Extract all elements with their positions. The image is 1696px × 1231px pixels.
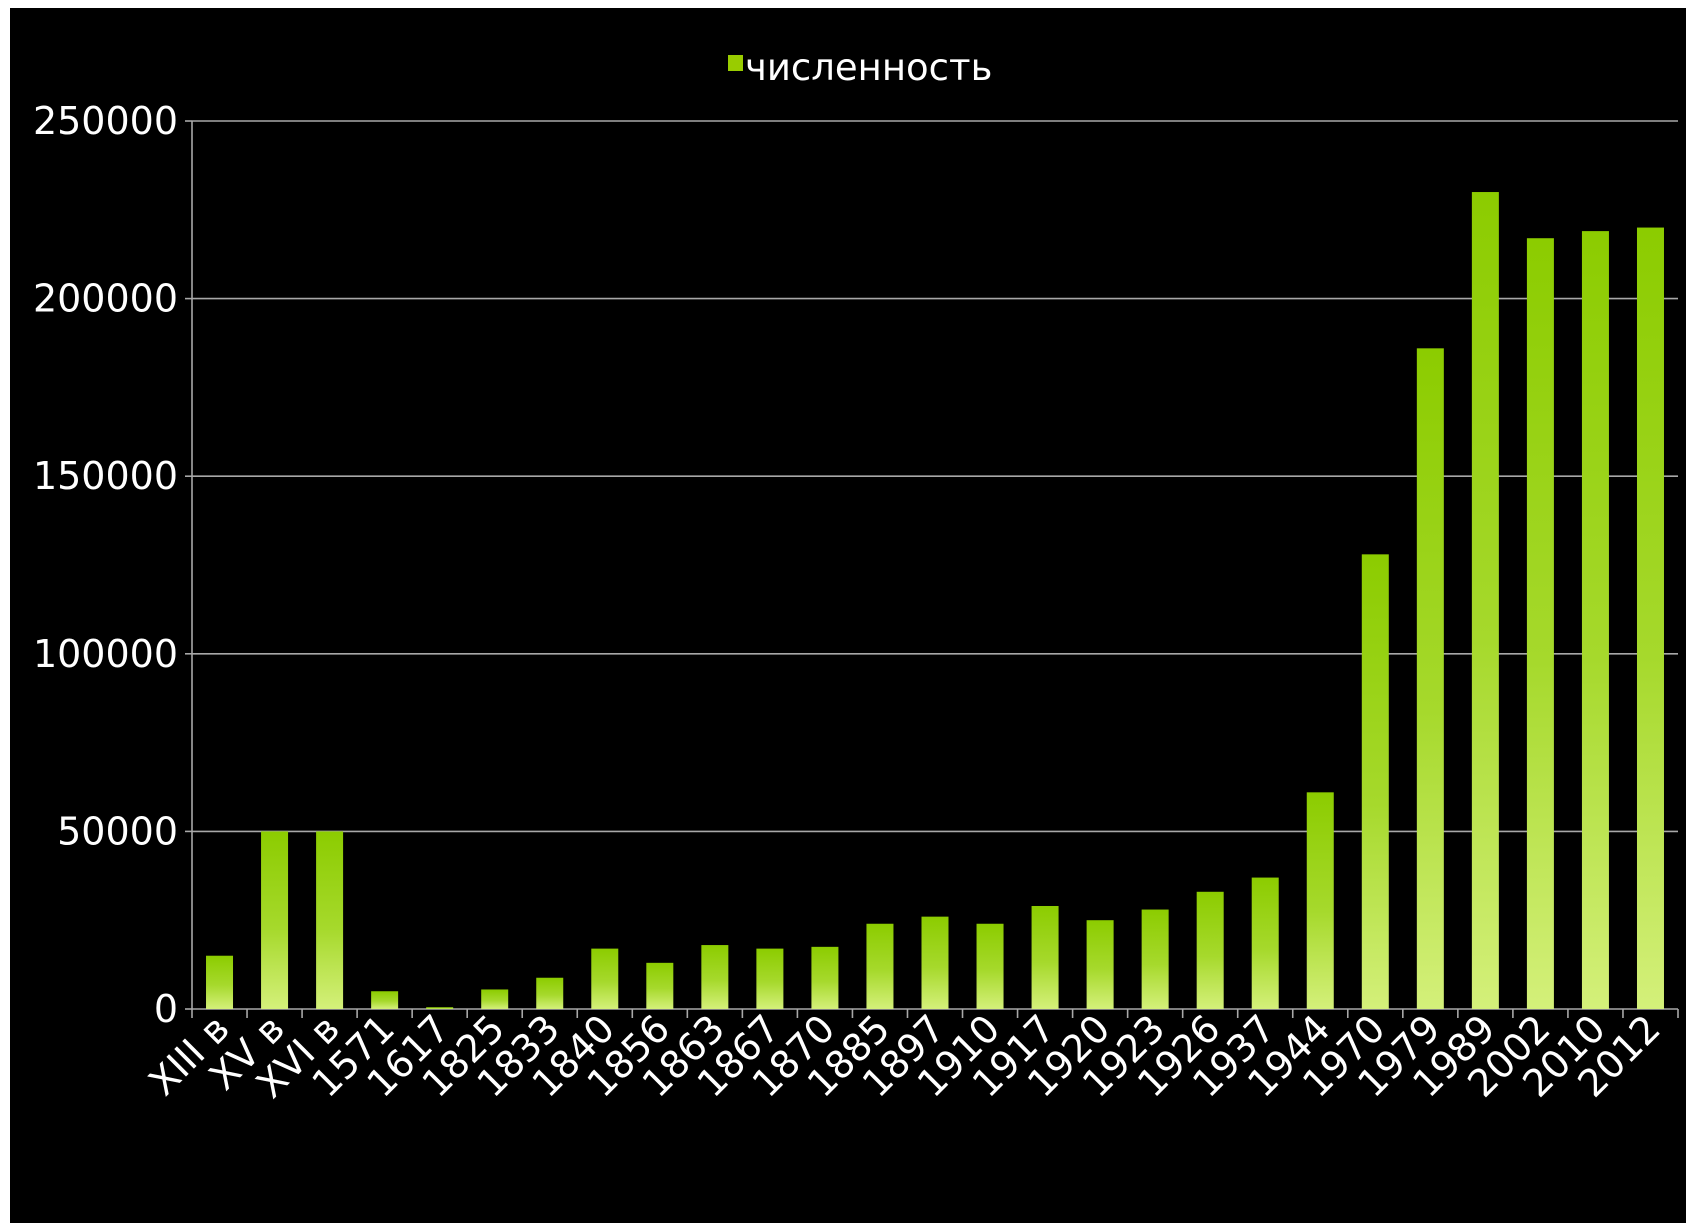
bar [1086,920,1114,1009]
bar [481,989,509,1009]
y-tick-label: 100000 [33,632,178,676]
bar [316,831,344,1009]
y-tick-label: 50000 [57,809,178,853]
y-axis-tick-labels: 0 50000 100000 150000 200000 250000 [33,99,192,1031]
axes [191,121,1679,1018]
bar [1196,891,1224,1009]
bar [371,991,399,1009]
bar [866,923,894,1009]
bars [206,192,1664,1010]
y-tick-label: 0 [154,987,178,1031]
bar [1416,348,1444,1009]
bar [1471,192,1499,1010]
bar [1251,877,1279,1009]
bar [1031,905,1059,1009]
bar [1361,554,1389,1009]
y-tick-label: 250000 [33,99,178,143]
legend-label: численность [745,46,992,89]
bar [921,916,949,1009]
bar [976,923,1004,1009]
bar [701,945,729,1009]
y-tick-label: 200000 [33,277,178,321]
chart-frame: 0 50000 100000 150000 200000 250000 XIII в XV … [10,8,1686,1223]
bar [426,1007,454,1009]
bar-chart: 0 50000 100000 150000 200000 250000 XIII вXV … [33,46,1679,1106]
bar [646,962,674,1009]
legend-swatch [728,55,743,71]
bar [811,946,839,1009]
bar [1306,792,1334,1009]
bar [1636,227,1664,1009]
legend: численность [728,46,992,89]
bar [206,955,234,1009]
bar [536,977,564,1009]
bar [1581,231,1609,1009]
bar [1526,238,1554,1009]
y-tick-label: 150000 [33,454,178,498]
bar [756,948,784,1009]
bar [261,831,289,1009]
grid-lines [192,120,1678,833]
bar [1141,909,1169,1009]
bar [591,948,619,1009]
